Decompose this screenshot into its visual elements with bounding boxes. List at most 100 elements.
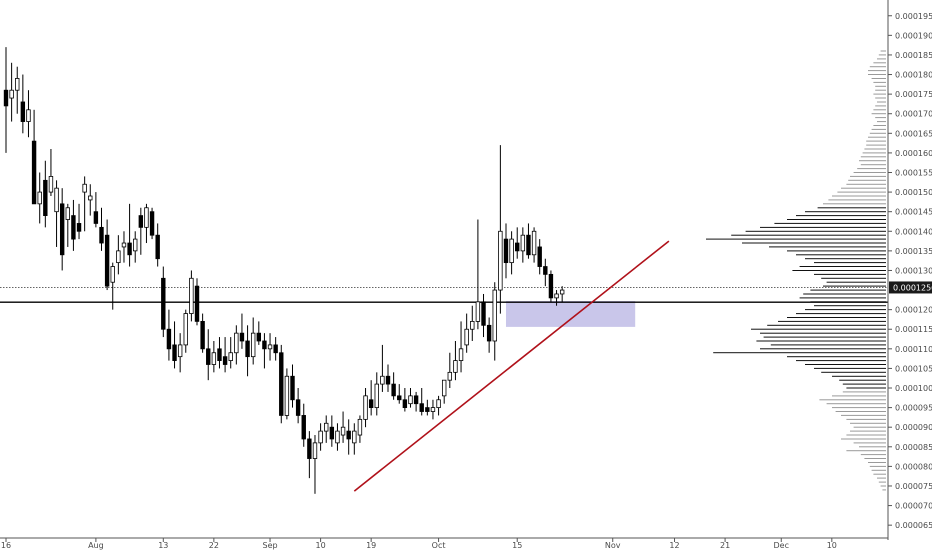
y-tick-label: 0.00006500: [895, 521, 932, 530]
candle-body-up: [470, 320, 475, 330]
volume-profile-bar: [787, 219, 886, 220]
candle: [425, 399, 430, 416]
volume-profile-bar: [756, 340, 886, 342]
volume-profile-bar: [817, 207, 886, 209]
candle-body-up: [492, 289, 497, 342]
volume-profile-bar: [770, 344, 886, 346]
candle: [453, 340, 458, 381]
volume-profile-bar: [819, 399, 886, 401]
volume-profile-bar: [877, 477, 886, 479]
x-tick-label: 16: [1, 541, 11, 550]
y-tick-label: 0.00019500: [895, 12, 932, 21]
candle-body-down: [346, 430, 351, 440]
volume-profile-bar: [868, 136, 886, 138]
volume-profile-bar: [751, 328, 886, 330]
candle-body-down: [273, 344, 278, 354]
candle-body-down: [222, 356, 228, 365]
candle-body-down: [329, 426, 335, 440]
candle: [464, 313, 469, 353]
volume-profile-bar: [837, 191, 886, 193]
volume-profile-bar: [871, 469, 886, 471]
volume-profile-bar: [875, 105, 886, 107]
volume-profile-bar: [868, 70, 886, 72]
candle: [262, 333, 267, 369]
volume-profile-bar: [713, 352, 886, 354]
volume-profile-bar: [823, 285, 886, 287]
candle-body-up: [177, 344, 183, 358]
volume-profile-bar: [821, 277, 886, 279]
y-tick-label: 0.00014000: [895, 227, 932, 236]
volume-profile-bar: [873, 473, 886, 475]
volume-profile-bar: [731, 234, 886, 236]
x-tick-label: 15: [512, 541, 522, 550]
candle: [217, 337, 222, 369]
volume-profile-bar: [832, 375, 886, 377]
candle-body-down: [486, 324, 492, 342]
candle: [413, 391, 419, 412]
candle-body-down: [413, 395, 419, 405]
y-tick-label: 0.00017500: [895, 90, 932, 99]
candle: [26, 90, 31, 138]
volume-profile-bar: [846, 183, 886, 185]
candle-body-up: [340, 426, 346, 436]
candle: [481, 293, 486, 338]
trendline-layer: [353, 240, 670, 492]
candle-body-down: [3, 89, 9, 107]
candle: [43, 160, 48, 228]
candle: [3, 47, 9, 153]
candle-body-up: [144, 207, 149, 228]
candle: [65, 203, 70, 247]
candle: [307, 431, 312, 479]
candle: [380, 344, 385, 392]
y-tick-label: 0.00009000: [895, 423, 932, 432]
candle: [430, 399, 436, 420]
candle: [402, 388, 408, 412]
candle-body-up: [267, 344, 273, 350]
volume-profile-bar: [796, 215, 886, 217]
candle: [492, 282, 497, 361]
volume-profile-bar: [868, 74, 886, 75]
candle-body-up: [441, 379, 447, 397]
candle-body-up: [189, 277, 194, 314]
candle: [312, 435, 318, 494]
y-tick-label: 0.00012000: [895, 306, 932, 315]
candle: [526, 223, 531, 259]
candle: [82, 176, 87, 232]
volume-profile-bar: [864, 148, 886, 150]
candle-body-down: [99, 226, 104, 244]
candle-body-down: [200, 320, 205, 350]
candle-body-up: [9, 89, 14, 99]
volume-profile-bar: [814, 273, 886, 275]
volume-profile-bar: [760, 332, 886, 334]
y-tick-label: 0.00008000: [895, 462, 932, 471]
y-tick-label: 0.00017000: [895, 110, 932, 119]
volume-profile-bar: [868, 462, 886, 463]
candle-body-up: [380, 375, 385, 385]
candle-body-up: [430, 407, 436, 412]
volume-profile-bar: [814, 262, 886, 264]
volume-profile-bar: [787, 250, 886, 252]
volume-profile: [706, 50, 886, 491]
volume-profile-bar: [875, 97, 886, 99]
candle-body-down: [194, 285, 200, 322]
candle: [290, 364, 295, 408]
y-tick-label: 0.00014500: [895, 208, 932, 217]
volume-profile-bar: [853, 442, 886, 444]
candle: [346, 419, 351, 455]
y-tick-label: 0.00015000: [895, 188, 932, 197]
candle-body-down: [548, 273, 554, 299]
x-tick-label: Aug: [88, 541, 104, 550]
candle: [71, 199, 76, 251]
candle-body-down: [71, 215, 76, 240]
volume-profile-bar: [860, 454, 886, 456]
candle-body-down: [104, 234, 110, 287]
candle: [110, 262, 115, 310]
candle-body-up: [447, 371, 453, 381]
volume-profile-bar: [880, 50, 886, 52]
candle: [486, 317, 492, 353]
candle: [31, 109, 37, 205]
x-tick-label: 13: [158, 541, 168, 550]
candle-body-down: [43, 179, 48, 216]
candle-body-up: [88, 195, 93, 201]
